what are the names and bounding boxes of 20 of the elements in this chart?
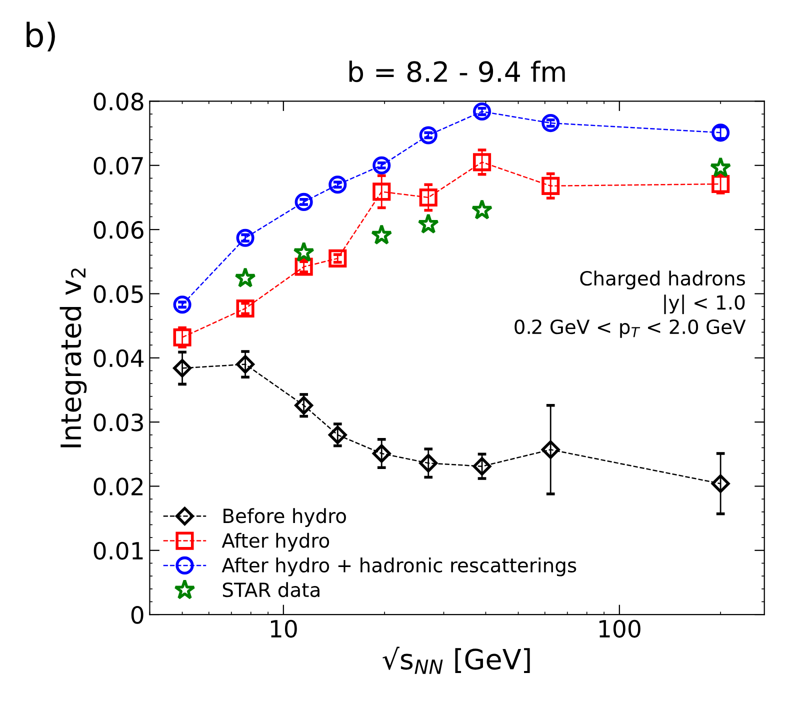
legend-label: After hydro xyxy=(222,532,330,552)
text: Charged hadrons |y| < 1.0 0.2 GeV < p$_{T}$ < 2.0 GeV xyxy=(514,270,746,338)
x-axis-title: √s$_{NN}$ [GeV] xyxy=(382,646,530,674)
y-tick-label: 0.03 xyxy=(94,414,143,432)
y-tick-label: 0 xyxy=(131,606,144,624)
x-tick-label: 10 xyxy=(270,620,297,638)
x-tick-label: 100 xyxy=(599,620,640,638)
y-tick-label: 0.06 xyxy=(94,221,144,239)
legend-label: STAR data xyxy=(222,582,320,598)
y-tick-label: 0.01 xyxy=(94,542,143,560)
y-tick-label: 0.05 xyxy=(94,285,143,304)
legend-label: After hydro + hadronic rescatterings xyxy=(222,557,576,576)
y-tick-label: 0.02 xyxy=(94,478,142,496)
y-tick-label: 0.07 xyxy=(94,156,143,175)
y-tick-label: 0.04 xyxy=(94,349,144,368)
chart-title: b = 8.2 - 9.4 fm xyxy=(349,60,565,82)
text: b) xyxy=(26,22,55,52)
y-axis-title: Integrated v$_{2}$ xyxy=(60,268,87,448)
legend-label: Before hydro xyxy=(224,508,346,527)
y-tick-label: 0.08 xyxy=(94,92,144,111)
